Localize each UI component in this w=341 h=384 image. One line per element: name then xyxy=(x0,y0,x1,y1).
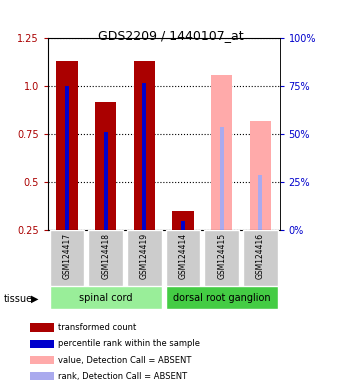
Bar xyxy=(211,75,232,230)
Bar xyxy=(65,86,69,230)
Text: GSM124415: GSM124415 xyxy=(217,233,226,279)
Text: spinal cord: spinal cord xyxy=(79,293,132,303)
Bar xyxy=(166,286,278,309)
Bar xyxy=(56,61,78,230)
Bar xyxy=(50,286,162,309)
Bar xyxy=(50,230,85,286)
Bar xyxy=(250,121,271,230)
Bar xyxy=(95,102,116,230)
Bar xyxy=(204,230,239,286)
Text: GSM124416: GSM124416 xyxy=(256,233,265,279)
Text: rank, Detection Call = ABSENT: rank, Detection Call = ABSENT xyxy=(58,372,188,381)
Text: GSM124419: GSM124419 xyxy=(140,233,149,279)
Text: GSM124418: GSM124418 xyxy=(101,233,110,279)
Text: GDS2209 / 1440107_at: GDS2209 / 1440107_at xyxy=(98,29,243,42)
Bar xyxy=(127,230,162,286)
Bar xyxy=(104,132,108,230)
Bar xyxy=(134,61,155,230)
Bar xyxy=(172,211,194,230)
Text: percentile rank within the sample: percentile rank within the sample xyxy=(58,339,200,348)
Bar xyxy=(181,221,185,230)
Bar xyxy=(30,372,54,381)
Bar xyxy=(258,175,262,230)
Text: dorsal root ganglion: dorsal root ganglion xyxy=(173,293,270,303)
Bar xyxy=(143,83,146,230)
Bar xyxy=(30,339,54,348)
Bar xyxy=(166,230,201,286)
Text: ▶: ▶ xyxy=(31,294,38,304)
Bar xyxy=(30,323,54,332)
Text: value, Detection Call = ABSENT: value, Detection Call = ABSENT xyxy=(58,356,192,364)
Text: tissue: tissue xyxy=(3,294,32,304)
Bar xyxy=(220,127,224,230)
Text: GSM124414: GSM124414 xyxy=(178,233,188,279)
Bar xyxy=(88,230,123,286)
Text: GSM124417: GSM124417 xyxy=(62,233,72,279)
Bar xyxy=(30,356,54,364)
Bar xyxy=(243,230,278,286)
Text: transformed count: transformed count xyxy=(58,323,136,332)
